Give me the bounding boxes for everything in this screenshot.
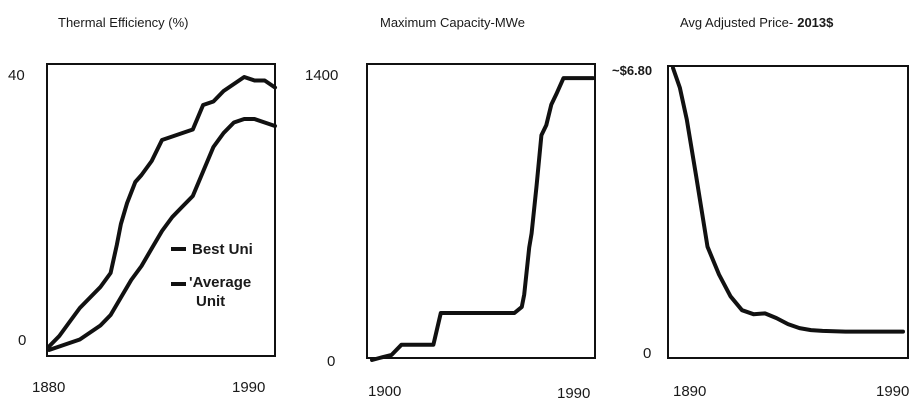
- plot-frame: [366, 63, 596, 359]
- chart-title: Thermal Efficiency (%): [58, 15, 189, 30]
- plot-frame: [46, 63, 276, 357]
- series-line-max-capacity: [370, 76, 595, 362]
- y-tick-label: 0: [327, 353, 335, 370]
- legend: Best Uni 'Average Unit: [171, 241, 253, 310]
- chart-title: Maximum Capacity-MWe: [380, 15, 525, 30]
- x-tick-label: 1890: [673, 383, 706, 400]
- chart-title: Avg Adjusted Price- 2013$: [680, 15, 834, 30]
- x-tick-label: 1990: [232, 379, 265, 396]
- legend-label: Unit: [196, 293, 225, 310]
- y-tick-label: 1400: [305, 67, 338, 84]
- legend-label: 'Average: [189, 274, 251, 291]
- legend-label: Best Uni: [192, 241, 253, 258]
- x-tick-label: 1880: [32, 379, 65, 396]
- y-tick-label: 40: [8, 67, 25, 84]
- plot-frame: [667, 65, 909, 359]
- chart-title-unit: 2013$: [797, 15, 834, 30]
- series-line-average-unit: [47, 117, 277, 352]
- x-tick-label: 1990: [876, 383, 909, 400]
- y-tick-label: 0: [643, 345, 651, 362]
- y-tick-label: ~$6.80: [612, 63, 652, 78]
- series-line-best-unit: [47, 75, 277, 349]
- y-tick-label: 0: [18, 332, 26, 349]
- series-line-avg-price: [671, 66, 905, 334]
- x-tick-label: 1990: [557, 385, 590, 402]
- panel-maximum-capacity: Maximum Capacity-MWe 1400 0 1900 1990: [305, 15, 596, 402]
- panel-avg-adjusted-price: Avg Adjusted Price- 2013$ ~$6.80 0 1890 1…: [612, 15, 909, 400]
- x-tick-label: 1900: [368, 383, 401, 400]
- chart-title-main: Avg Adjusted Price-: [680, 15, 793, 30]
- panel-thermal-efficiency: Thermal Efficiency (%) 40 0 1880 1990 Be…: [8, 15, 277, 396]
